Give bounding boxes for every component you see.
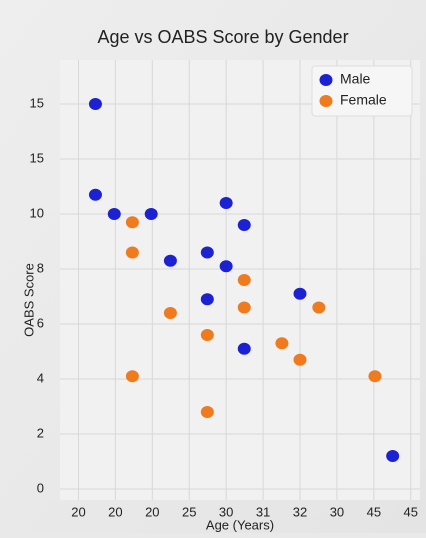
point — [237, 342, 251, 355]
point — [200, 293, 214, 306]
point — [386, 450, 400, 462]
legend-box — [311, 65, 413, 117]
y-tick-label: 15 — [30, 95, 44, 110]
point — [312, 301, 326, 314]
point — [293, 287, 307, 300]
x-tick-label: 31 — [256, 504, 270, 519]
point — [125, 370, 139, 383]
point — [125, 216, 139, 229]
chart-title: Age vs OABS Score by Gender — [97, 27, 348, 47]
x-tick-label: 20 — [71, 504, 85, 519]
point — [200, 406, 214, 418]
x-tick-label: 32 — [293, 504, 307, 519]
point — [144, 208, 158, 220]
x-tick-label: 20 — [145, 504, 159, 519]
point — [88, 98, 102, 110]
point — [125, 246, 139, 259]
point — [237, 274, 251, 286]
y-tick-label: 8 — [37, 260, 44, 275]
point — [163, 254, 177, 267]
y-tick-label: 0 — [37, 480, 44, 495]
point — [368, 370, 382, 383]
point — [293, 353, 307, 366]
point — [88, 188, 102, 201]
x-tick-label: 25 — [182, 504, 196, 519]
point — [200, 329, 214, 341]
x-axis-label: Age (Years) — [206, 517, 274, 532]
point — [219, 197, 233, 209]
legend-label: Female — [340, 92, 387, 108]
point — [200, 246, 214, 259]
point — [237, 301, 251, 314]
x-tick-label: 30 — [219, 504, 233, 519]
x-tick-label: 45 — [367, 504, 381, 519]
y-axis-label: OABS Score — [21, 263, 36, 337]
point — [237, 219, 251, 231]
x-tick-label: 20 — [108, 504, 122, 519]
x-tick-label: 30 — [330, 504, 344, 519]
y-tick-label: 2 — [37, 425, 44, 440]
legend-marker — [319, 95, 333, 107]
point — [275, 337, 289, 350]
point — [107, 208, 121, 220]
point — [219, 260, 233, 273]
y-tick-label: 4 — [37, 370, 44, 385]
legend-marker — [319, 74, 333, 86]
legend-label: Male — [340, 71, 371, 87]
y-tick-label: 15 — [30, 150, 44, 165]
y-tick-label: 10 — [30, 205, 44, 220]
y-tick-label: 6 — [37, 315, 44, 330]
point — [163, 307, 177, 319]
x-tick-label: 45 — [404, 504, 418, 519]
